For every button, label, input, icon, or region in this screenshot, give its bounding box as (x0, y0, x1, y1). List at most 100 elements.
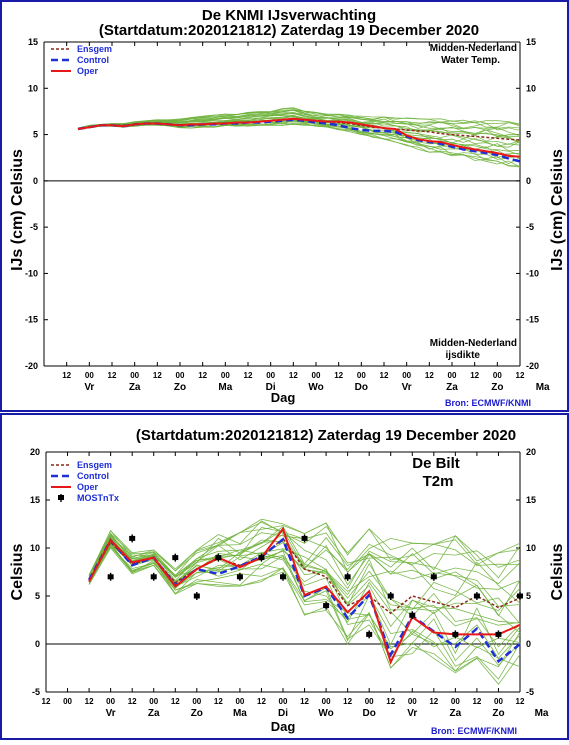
top-right-axis-label: IJs (cm) Celsius (549, 149, 566, 271)
bottom-xtick-label: 12 (472, 697, 481, 706)
top-xtick-label: 12 (289, 371, 298, 380)
top-series-oper-line (77, 117, 521, 158)
top-xtick-label: 00 (221, 371, 230, 380)
top-source: Bron: ECMWF/KNMI (445, 398, 531, 408)
top-annotation-2: Water Temp. (441, 55, 500, 66)
top-ytick-label-left: -15 (25, 315, 38, 325)
bottom-xtick-label: 00 (106, 697, 115, 706)
top-ytick-label-left: 5 (33, 130, 38, 140)
bottom-xtick-label: 12 (214, 697, 223, 706)
top-xtick-label: 00 (357, 371, 366, 380)
top-ytick-label-left: 0 (33, 176, 38, 186)
bottom-ensemble-member-line (88, 545, 521, 666)
top-left-axis-label: IJs (cm) Celsius (9, 149, 26, 271)
bottom-day-label: Do (363, 708, 376, 719)
bottom-series-oper-line (88, 526, 521, 665)
bottom-right-axis-label: Celsius (549, 543, 566, 600)
bottom-ensemble-member-line (88, 518, 521, 577)
bottom-title: (Startdatum:2020121812) Zaterdag 19 Dece… (136, 427, 516, 444)
top-ytick-label-left: -20 (25, 361, 38, 371)
top-ytick-label-left: 15 (28, 37, 38, 47)
top-xtick-label: 00 (266, 371, 275, 380)
bottom-xtick-label: 12 (516, 697, 525, 706)
top-xtick-label: 12 (334, 371, 343, 380)
top-annotation-4: ijsdikte (446, 350, 481, 361)
top-xtick-label: 00 (448, 371, 457, 380)
top-xtick-label: 12 (198, 371, 207, 380)
bottom-day-label: Zo (492, 708, 504, 719)
top-day-label: Za (446, 382, 458, 393)
bottom-xtick-label: 12 (343, 697, 352, 706)
top-ytick-label-right: 5 (526, 130, 531, 140)
top-xtick-label: 12 (380, 371, 389, 380)
bottom-day-label: Di (278, 708, 288, 719)
bottom-source: Bron: ECMWF/KNMI (431, 726, 517, 736)
bottom-xtick-label: 12 (429, 697, 438, 706)
bottom-ytick-label-right: 20 (526, 447, 536, 457)
bottom-xtick-label: 00 (279, 697, 288, 706)
top-xtick-label: 12 (108, 371, 117, 380)
top-xtick-label: 12 (244, 371, 253, 380)
bottom-ytick-label-right: 0 (526, 639, 531, 649)
bottom-day-label: Vr (407, 708, 417, 719)
top-ytick-label-right: 10 (526, 83, 536, 93)
top-ytick-label-right: 0 (526, 176, 531, 186)
top-day-label: Vr (84, 382, 94, 393)
bottom-ytick-label-left: 5 (35, 591, 40, 601)
bottom-day-label: Zo (191, 708, 203, 719)
bottom-day-label: Ma (233, 708, 247, 719)
top-xtick-label: 12 (153, 371, 162, 380)
top-day-label: Ma (218, 382, 232, 393)
bottom-xtick-label: 12 (257, 697, 266, 706)
bottom-xtick-label: 00 (192, 697, 201, 706)
top-ensemble-member-line (77, 109, 521, 136)
bottom-day-label: Za (148, 708, 160, 719)
bottom-x-axis-label: Dag (271, 719, 296, 734)
top-day-label: Zo (174, 382, 186, 393)
bottom-xtick-label: 12 (42, 697, 51, 706)
bottom-day-label: Za (450, 708, 462, 719)
top-xtick-label: 12 (62, 371, 71, 380)
top-panel-frame (0, 0, 569, 412)
top-legend-ensgem-label: Ensgem (77, 44, 112, 54)
bottom-day-label: Vr (106, 708, 116, 719)
top-ytick-label-right: -15 (526, 315, 539, 325)
bottom-xtick-label: 00 (494, 697, 503, 706)
bottom-ytick-label-right: -5 (526, 687, 534, 697)
top-ytick-label-right: 15 (526, 37, 536, 47)
top-xtick-label: 00 (85, 371, 94, 380)
bottom-xtick-label: 12 (300, 697, 309, 706)
top-title-line1: De KNMI IJsverwachting (202, 7, 376, 24)
top-ytick-label-right: -20 (526, 361, 539, 371)
bottom-legend-ensgem-label: Ensgem (77, 460, 112, 470)
top-xtick-label: 12 (516, 371, 525, 380)
top-xtick-label: 00 (176, 371, 185, 380)
top-xtick-label: 00 (402, 371, 411, 380)
bottom-day-label: Wo (318, 708, 333, 719)
bottom-xtick-label: 12 (386, 697, 395, 706)
top-day-label: Zo (491, 382, 503, 393)
top-day-label: Di (266, 382, 276, 393)
bottom-xtick-label: 12 (85, 697, 94, 706)
top-ytick-label-right: -5 (526, 222, 534, 232)
top-ensemble-member-line (77, 109, 521, 129)
bottom-ytick-label-left: 15 (30, 495, 40, 505)
top-ytick-label-right: -10 (526, 268, 539, 278)
top-xtick-label: 12 (470, 371, 479, 380)
top-xtick-label: 00 (493, 371, 502, 380)
top-day-label: Ma (536, 382, 550, 393)
bottom-xtick-label: 00 (408, 697, 417, 706)
bottom-legend-mostntx-label: MOSTnTx (77, 493, 119, 503)
bottom-ensemble-member-line (88, 525, 521, 585)
bottom-ytick-label-right: 10 (526, 543, 536, 553)
bottom-ytick-label-left: 10 (30, 543, 40, 553)
top-day-label: Za (129, 382, 141, 393)
bottom-ensemble-member-line (88, 526, 521, 590)
top-day-label: Do (355, 382, 368, 393)
top-legend-oper-label: Oper (77, 66, 99, 76)
top-day-label: Vr (402, 382, 412, 393)
top-xtick-label: 00 (130, 371, 139, 380)
bottom-legend-control-label: Control (77, 471, 109, 481)
bottom-series-ensgem-line (88, 537, 521, 615)
